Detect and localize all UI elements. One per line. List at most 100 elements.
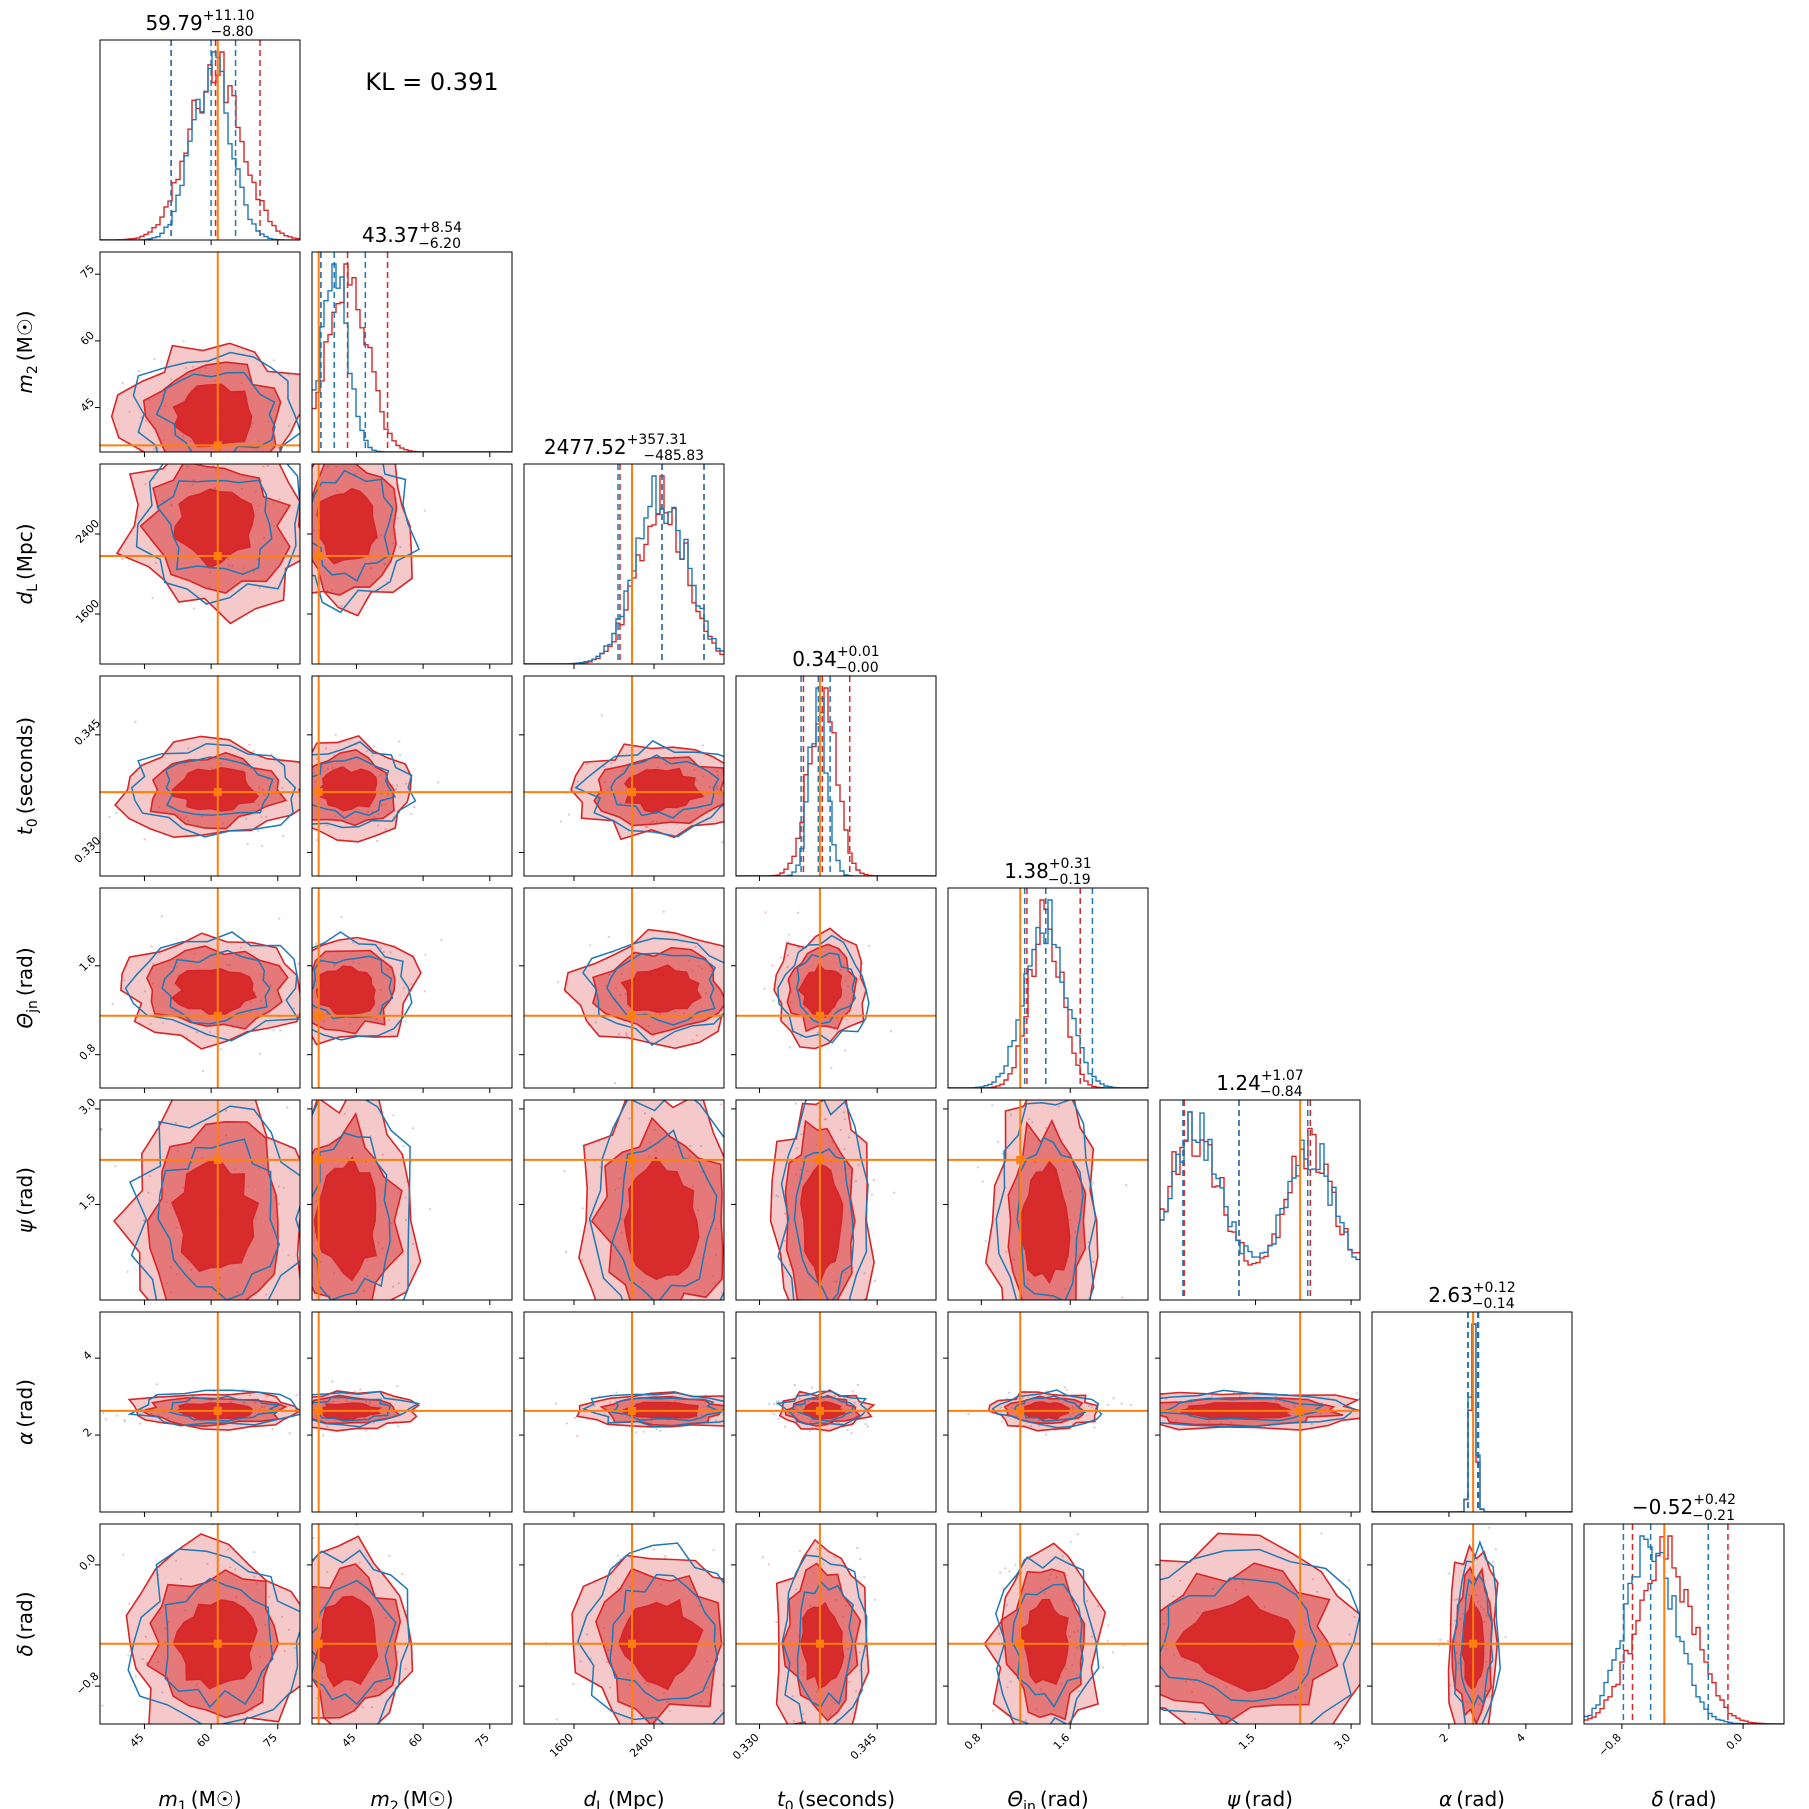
histogram-blue-delta [1584,1535,1784,1724]
truth-marker [628,1011,636,1020]
sample-point [563,1170,566,1173]
sample-point [1112,1397,1115,1400]
panel-frame [99,39,301,241]
sample-point [1107,1404,1110,1407]
sample-point [143,838,146,841]
contour-blue-0 [995,1555,1100,1724]
panel-frame [311,463,513,665]
sample-point [90,1415,92,1417]
contour-red-2 [623,1156,700,1281]
sample-point [1111,1651,1115,1654]
sample-point [978,1765,980,1767]
sample-point [848,1681,851,1684]
sample-point [262,465,265,468]
sample-point [227,1548,230,1551]
truth-marker [213,1155,222,1164]
sample-point [1000,1420,1004,1423]
sample-point [398,740,401,743]
sample-point [834,1766,836,1768]
sample-point [192,365,195,368]
x-tick-label-dL: 1600 [547,1731,576,1760]
title-t0: 0.34+0.01 −0.00 [792,644,879,676]
sample-point [315,757,319,760]
sample-point [564,1250,568,1253]
panel-frame [311,1311,513,1513]
sample-point [301,373,303,375]
sample-point [793,1384,796,1387]
sample-point [798,1397,801,1400]
sample-point [239,946,243,949]
truth-marker [815,1406,824,1415]
sample-point [411,1242,415,1245]
sample-point [372,1421,375,1424]
sample-point [134,1675,137,1678]
panel-frame [735,887,937,1089]
sample-point [1172,1595,1175,1598]
sample-point [769,1169,771,1171]
sample-point [151,596,154,599]
sample-point [307,1698,309,1700]
sample-point [277,446,280,449]
sample-point [182,340,185,343]
sample-point [847,1136,850,1139]
sample-point [393,819,397,822]
contour-blue-0 [312,741,417,829]
sample-point [145,419,148,422]
truth-marker [628,1155,636,1164]
histogram-red-m2 [312,263,512,452]
y-tick-label-psi: 3.0 [77,1096,99,1118]
sample-point [646,826,649,829]
truth-marker [628,788,636,797]
sample-point [996,1140,1000,1143]
sample-point [413,806,416,809]
sample-point [303,1590,305,1592]
sample-point [1126,1608,1128,1610]
sample-point [152,962,155,965]
sample-point [857,1164,860,1167]
sample-point [1096,1605,1099,1608]
sample-point [306,794,308,796]
sample-point [366,750,369,753]
sample-point [89,439,91,441]
sample-point [1030,1425,1033,1428]
sample-point [258,587,261,590]
sample-point [296,955,298,957]
panel-frame [1159,1523,1361,1725]
panel-frame [1159,1311,1361,1513]
contour-blue-1 [1011,1583,1084,1709]
sample-point [423,990,426,993]
sample-point [1008,1570,1011,1573]
sample-point [1064,1331,1066,1333]
sample-point [741,1026,743,1028]
sample-point [700,1144,703,1147]
sample-point [248,743,251,746]
sample-point [381,1153,384,1156]
sample-point [440,938,443,941]
sample-point [372,745,375,748]
sample-point [1453,1598,1456,1602]
sample-point [806,1303,808,1305]
contour-blue-1 [795,952,857,1025]
sample-point [1006,1604,1009,1607]
panel-frame [311,675,513,877]
panel-frame [99,887,301,1089]
sample-point [279,1029,282,1032]
panel-frame [523,463,725,665]
sample-point [788,1046,792,1049]
contour-blue-0 [574,739,724,838]
sample-point [1121,1296,1124,1299]
contour-blue-0 [1160,1389,1355,1428]
sample-point [774,1322,776,1324]
sample-point [340,915,343,919]
sample-point [281,787,284,790]
y-axis-label-t0: t0(seconds) [13,717,41,835]
sample-point [264,815,268,818]
sample-point [266,464,269,467]
sample-point [1092,1181,1095,1184]
sample-point [844,1383,846,1385]
sample-point [153,358,156,361]
sample-point [800,1133,803,1136]
sample-point [581,1207,584,1210]
sample-point [382,1308,384,1310]
sample-point [825,1366,827,1368]
